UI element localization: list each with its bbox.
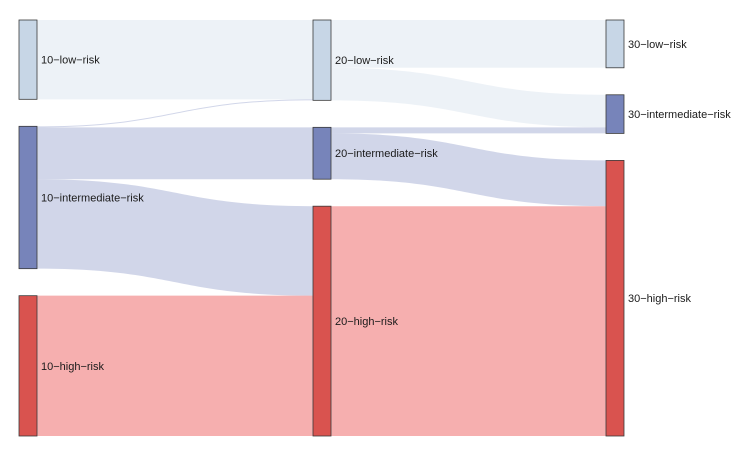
link-10-intermediate-risk-to-20-intermediate-risk[interactable] bbox=[37, 127, 313, 180]
link-10-low-risk-to-20-low-risk[interactable] bbox=[37, 20, 313, 100]
node-10-high-risk[interactable] bbox=[18, 295, 38, 437]
link-20-intermediate-risk-to-30-intermediate-risk[interactable] bbox=[331, 127, 606, 134]
link-20-low-risk-to-30-low-risk[interactable] bbox=[331, 20, 606, 68]
node-label-30-intermediate-risk: 30−intermediate−risk bbox=[628, 109, 731, 121]
node-label-30-low-risk: 30−low−risk bbox=[628, 39, 687, 51]
node-label-20-high-risk: 20−high−risk bbox=[335, 316, 398, 328]
node-20-high-risk[interactable] bbox=[312, 205, 332, 437]
link-20-high-risk-to-30-high-risk[interactable] bbox=[331, 206, 606, 436]
link-10-intermediate-risk-to-20-low-risk[interactable] bbox=[37, 99, 313, 128]
node-30-high-risk[interactable] bbox=[605, 160, 625, 437]
nodes-layer bbox=[18, 19, 625, 437]
node-20-low-risk[interactable] bbox=[312, 19, 332, 101]
node-30-intermediate-risk[interactable] bbox=[605, 94, 625, 134]
node-20-intermediate-risk[interactable] bbox=[312, 126, 332, 180]
link-20-low-risk-to-30-intermediate-risk[interactable] bbox=[331, 67, 606, 128]
node-10-low-risk[interactable] bbox=[18, 19, 38, 100]
node-10-intermediate-risk[interactable] bbox=[18, 125, 38, 270]
node-30-low-risk[interactable] bbox=[605, 19, 625, 69]
link-10-high-risk-to-20-high-risk[interactable] bbox=[37, 295, 313, 436]
link-10-intermediate-risk-to-20-high-risk[interactable] bbox=[37, 179, 313, 296]
node-label-10-intermediate-risk: 10−intermediate−risk bbox=[41, 192, 144, 204]
node-label-10-high-risk: 10−high−risk bbox=[41, 361, 104, 373]
node-label-20-intermediate-risk: 20−intermediate−risk bbox=[335, 148, 438, 160]
link-20-intermediate-risk-to-30-high-risk[interactable] bbox=[331, 133, 606, 207]
node-label-20-low-risk: 20−low−risk bbox=[335, 55, 394, 67]
node-label-10-low-risk: 10−low−risk bbox=[41, 55, 100, 67]
links-layer bbox=[37, 20, 606, 436]
labels-layer: 10−low−risk 10−intermediate−risk 10−high−r… bbox=[41, 39, 731, 373]
node-label-30-high-risk: 30−high−risk bbox=[628, 293, 691, 305]
